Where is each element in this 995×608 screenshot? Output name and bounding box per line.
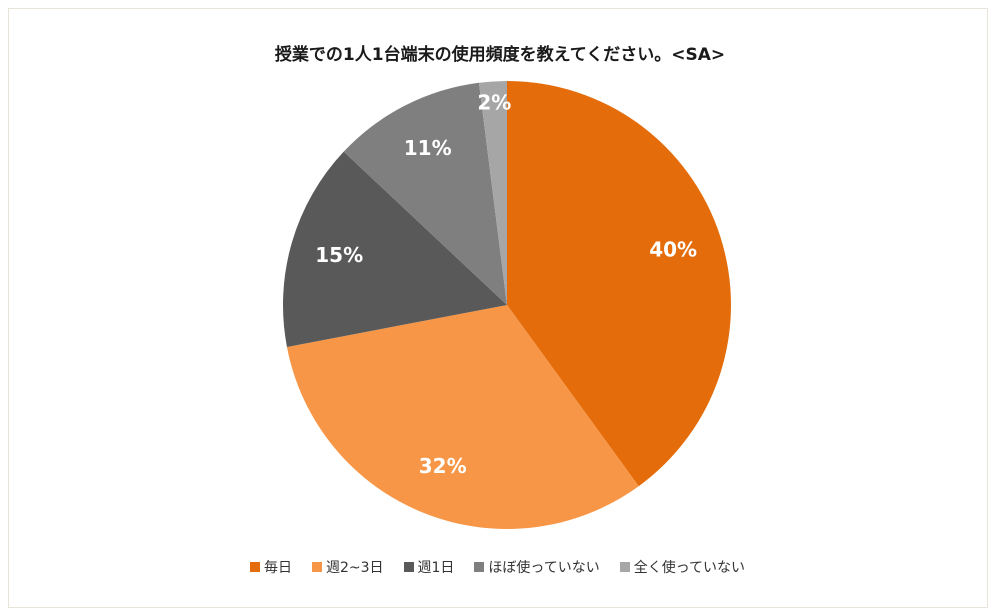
legend-item: 全く使っていない (619, 557, 746, 577)
legend-swatch (619, 562, 630, 572)
legend-swatch (474, 562, 485, 572)
data-label: 40% (649, 238, 697, 262)
legend-label: 全く使っていない (633, 560, 746, 576)
data-label: 11% (404, 136, 452, 160)
legend-label: 週1日 (417, 560, 455, 576)
data-label: 15% (315, 243, 363, 267)
chart: 授業での1人1台端末の使用頻度を教えてください。<SA> 40% 32% 15% 11… (275, 44, 731, 530)
legend: 毎日 週2~3日 週1日 ほぼ使っていない 全く使っていない (0, 557, 995, 577)
pie-slice (283, 151, 507, 347)
legend-swatch (311, 562, 322, 572)
legend-label: ほぼ使っていない (488, 560, 600, 576)
legend-item: 週1日 (403, 557, 455, 577)
legend-label: 毎日 (263, 560, 292, 576)
legend-swatch (249, 562, 260, 572)
legend-item: 週2~3日 (311, 557, 384, 577)
pie-slice (343, 82, 507, 306)
legend-swatch (403, 562, 414, 572)
legend-item: ほぼ使っていない (474, 557, 600, 577)
data-label: 32% (419, 454, 467, 478)
pie-slice (478, 81, 507, 305)
data-label: 2% (477, 90, 511, 114)
pie-slice (286, 305, 639, 530)
chart-title: 授業での1人1台端末の使用頻度を教えてください。<SA> (275, 44, 725, 65)
legend-label: 週2~3日 (325, 560, 384, 576)
pie-slice (507, 81, 731, 487)
page: 授業での1人1台端末の使用頻度を教えてください。<SA> 40% 32% 15% 11… (0, 8, 995, 608)
legend-item: 毎日 (249, 557, 292, 577)
